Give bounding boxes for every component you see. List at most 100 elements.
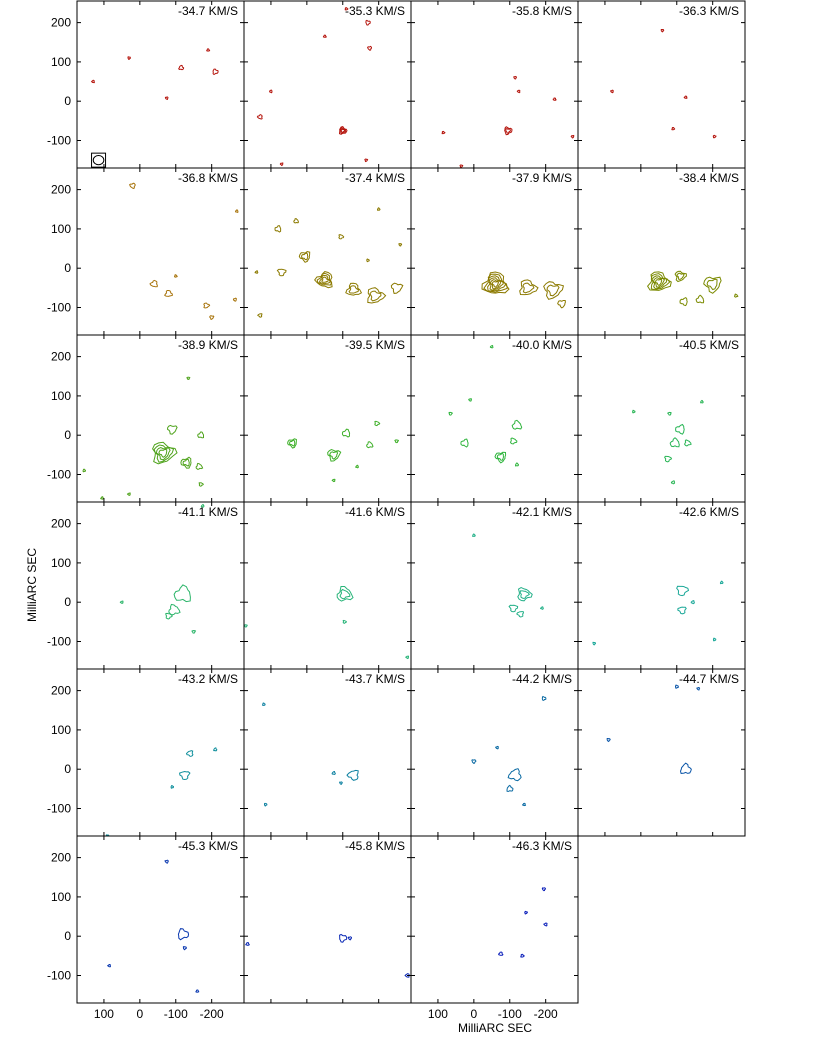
- contour-group: [119, 504, 205, 634]
- panel-velocity-label: -46.3 KM/S: [512, 839, 572, 853]
- contour-level: [606, 738, 611, 743]
- contour-level: [541, 887, 547, 892]
- contour-level: [366, 258, 370, 263]
- contour-level: [610, 89, 614, 94]
- contour-level: [338, 126, 348, 135]
- contour-level: [557, 300, 566, 309]
- contour-group: [472, 533, 544, 618]
- contour-level: [158, 448, 168, 458]
- contour-level: [506, 784, 514, 792]
- panel-frame: [410, 334, 579, 503]
- channel-panel: -43.2 KM/S: [76, 668, 245, 837]
- contour-level: [321, 276, 329, 283]
- panel-frame: [577, 0, 746, 169]
- x-tick-label: -200: [200, 1007, 224, 1021]
- x-tick-label: 100: [94, 1007, 114, 1021]
- contour-group: [441, 75, 575, 168]
- contour-level: [522, 282, 535, 294]
- contour-level: [669, 437, 680, 448]
- contour-level: [513, 75, 517, 80]
- x-tick-label: -200: [534, 1007, 558, 1021]
- panel-frame: [577, 668, 746, 837]
- panel-frame: [76, 668, 245, 837]
- y-tick-label: 0: [64, 261, 71, 275]
- y-tick-label: -100: [47, 300, 71, 314]
- axes: 200 100 0 -100 200 100 0 -100 200 100 0 -100 200 100 0…: [47, 16, 558, 1021]
- beam-box: [91, 152, 107, 168]
- channel-panel: -46.3 KM/S: [410, 835, 579, 1004]
- channel-panel: -42.1 KM/S: [410, 501, 579, 670]
- x-tick-label: 0: [137, 1007, 144, 1021]
- contour-level: [516, 89, 521, 94]
- contour-level: [232, 297, 237, 302]
- panel-frame: [577, 167, 746, 336]
- contour-level: [592, 641, 597, 646]
- channel-panel: -44.7 KM/S: [577, 668, 746, 837]
- contour-level: [367, 45, 372, 51]
- contour-level: [327, 448, 342, 462]
- contour-level: [301, 252, 309, 261]
- contour-level: [520, 953, 525, 958]
- contour-level: [182, 946, 187, 951]
- y-tick-label: 100: [51, 556, 71, 570]
- contour-level: [155, 446, 171, 461]
- y-axis-label: MilliARC SEC: [25, 548, 39, 622]
- panel-frame: [243, 167, 412, 336]
- contour-level: [719, 580, 724, 585]
- panel-velocity-label: -35.3 KM/S: [345, 4, 405, 18]
- contour-level: [166, 424, 178, 435]
- panel-frame: [243, 0, 412, 169]
- contour-level: [541, 695, 547, 701]
- panel-frame: [410, 0, 579, 169]
- contour-group: [287, 420, 400, 483]
- contour-level: [706, 278, 718, 291]
- contour-level: [336, 586, 354, 602]
- contour-level: [341, 428, 351, 438]
- contour-level: [186, 376, 191, 380]
- contour-group: [256, 7, 372, 167]
- contour-group: [106, 859, 200, 993]
- contour-level: [90, 79, 95, 84]
- panel-velocity-label: -36.3 KM/S: [679, 4, 739, 18]
- panel-frame: [243, 334, 412, 503]
- contour-level: [405, 655, 409, 660]
- contour-level: [369, 290, 382, 302]
- contour-level: [339, 781, 343, 785]
- contour-level: [234, 209, 239, 213]
- contour-level: [82, 468, 87, 473]
- panel-frame: [76, 0, 245, 169]
- contour-level: [490, 279, 502, 290]
- contour-level: [164, 96, 169, 100]
- contour-level: [684, 439, 692, 447]
- contour-level: [244, 624, 248, 628]
- contour-level: [182, 458, 190, 467]
- contour-level: [460, 438, 469, 448]
- contour-level: [398, 243, 403, 247]
- panel-velocity-label: -45.8 KM/S: [345, 839, 405, 853]
- contour-level: [700, 399, 704, 404]
- y-tick-label: 0: [64, 428, 71, 442]
- contour-level: [489, 344, 494, 349]
- contour-level: [676, 585, 690, 597]
- contour-level: [519, 279, 539, 296]
- contour-level: [654, 278, 663, 287]
- contour-level: [331, 770, 336, 776]
- contour-group: [592, 580, 724, 646]
- contour-level: [517, 587, 533, 602]
- contour-level: [712, 637, 717, 642]
- contour-level: [671, 127, 676, 131]
- contour-level: [129, 182, 136, 190]
- contour-level: [516, 611, 525, 618]
- contour-level: [632, 409, 636, 414]
- contour-level: [367, 287, 387, 304]
- contour-level: [149, 279, 158, 288]
- panel-frame: [243, 835, 412, 1004]
- contour-group: [82, 376, 204, 500]
- contour-level: [179, 770, 191, 781]
- x-tick-label: -100: [498, 1007, 522, 1021]
- channel-panel: -42.6 KM/S: [577, 501, 746, 670]
- y-tick-label: 200: [51, 684, 71, 698]
- contour-level: [256, 114, 263, 120]
- channel-panel: -40.0 KM/S: [410, 334, 579, 503]
